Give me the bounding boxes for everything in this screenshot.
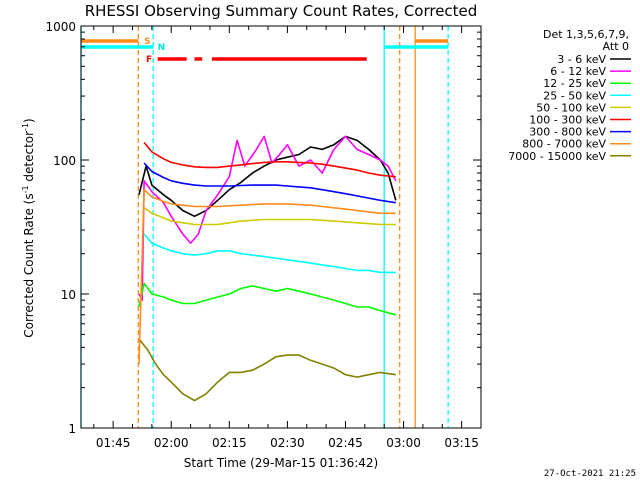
series-line-1 [138, 135, 397, 218]
y-axis-label-part2: detector [22, 131, 36, 186]
x-tick-label: 03:15 [444, 436, 479, 450]
plot-frame [80, 25, 482, 429]
y-tick-label: 1000 [45, 20, 76, 34]
legend-label-1: 3 - 6 keV [557, 53, 606, 66]
y-tick-label: 100 [53, 154, 76, 168]
y-axis-label-part3: ) [22, 118, 36, 123]
flag-label-f: F [146, 55, 152, 65]
legend-header-attenuator: Att 0 [603, 40, 629, 53]
x-axis: 01:45 02:00 02:15 02:30 02:45 03:00 03:15 [93, 26, 482, 450]
y-tick-label: 1 [68, 422, 76, 436]
y-tick-label: 10 [61, 288, 76, 302]
series-line-3 [138, 282, 397, 316]
flag-label-s: S [144, 37, 150, 47]
chart-title: RHESSI Observing Summary Count Rates, Co… [85, 2, 478, 20]
series-line-8 [138, 188, 396, 365]
x-axis-label: Start Time (29-Mar-15 01:36:42) [184, 456, 378, 470]
legend-label-3: 12 - 25 keV [543, 77, 606, 90]
series-line-6 [143, 141, 396, 178]
legend-label-7: 300 - 800 keV [529, 126, 606, 139]
legend-label-8: 800 - 7000 keV [522, 138, 606, 151]
x-tick-label: 02:30 [270, 436, 305, 450]
legend-label-6: 100 - 300 keV [529, 114, 606, 127]
y-axis-label-sup1: -1 [21, 185, 30, 193]
series-line-9 [139, 340, 396, 402]
y-axis-label-sup2: -1 [21, 123, 30, 131]
series-line-7 [143, 162, 396, 204]
flag-label-n: N [158, 43, 166, 53]
legend-header-detectors: Det 1,3,5,6,7,9, [543, 28, 629, 41]
y-axis: 1 10 100 1000 [45, 20, 481, 436]
y-axis-label-part1: Corrected Count Rate (s [22, 193, 36, 337]
series-line-5 [143, 207, 396, 226]
legend-label-2: 6 - 12 keV [550, 65, 606, 78]
series-line-4 [143, 233, 396, 274]
legend-label-9: 7000 - 15000 keV [508, 150, 606, 163]
plot-area: SNF [80, 25, 482, 429]
x-tick-label: 02:00 [154, 436, 189, 450]
series-line-2 [138, 135, 397, 301]
x-tick-label: 02:15 [212, 436, 247, 450]
legend-label-5: 50 - 100 keV [536, 101, 606, 114]
x-tick-label: 02:45 [328, 436, 363, 450]
legend-label-4: 25 - 50 keV [543, 89, 606, 102]
x-tick-label: 03:00 [386, 436, 421, 450]
footer-timestamp: 27-Oct-2021 21:25 [544, 469, 636, 479]
x-tick-label: 01:45 [96, 436, 131, 450]
y-axis-label: Corrected Count Rate (s-1 detector-1) [21, 118, 36, 337]
